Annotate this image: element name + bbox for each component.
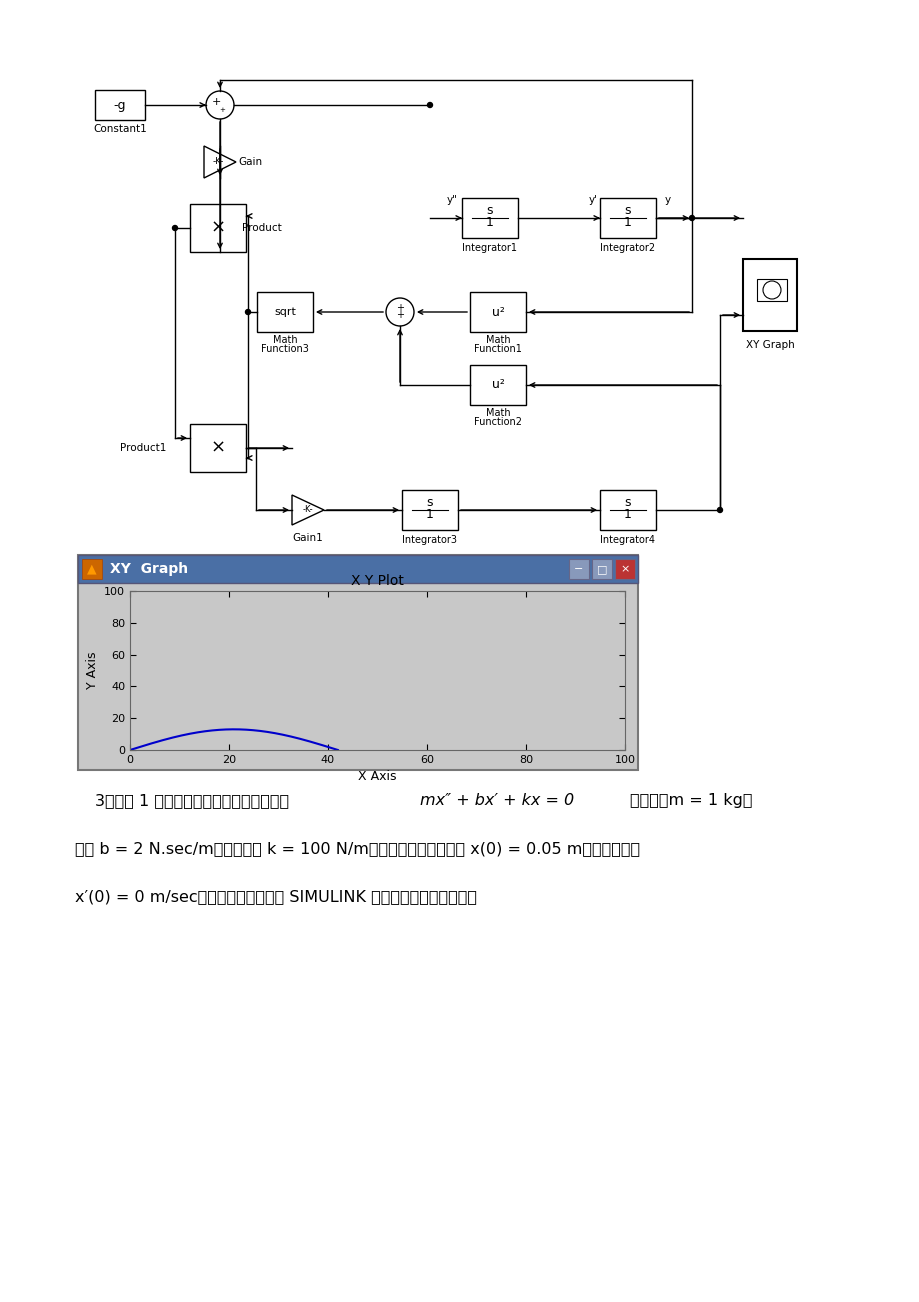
Text: y: y <box>664 195 670 204</box>
Text: Integrator1: Integrator1 <box>462 243 517 253</box>
Text: +: + <box>395 310 403 320</box>
Bar <box>743 259 796 331</box>
Text: XY  Graph: XY Graph <box>110 562 187 575</box>
Text: u²: u² <box>491 306 504 319</box>
Text: 阻尼 b = 2 N.sec/m，弹簧系数 k = 100 N/m，且质量块的初始位移 x(0) = 0.05 m，其初始速度: 阻尼 b = 2 N.sec/m，弹簧系数 k = 100 N/m，且质量块的初… <box>75 841 640 855</box>
Text: 已知质量m = 1 kg，: 已知质量m = 1 kg， <box>630 793 752 809</box>
Text: +: + <box>219 107 224 113</box>
Bar <box>95 90 145 120</box>
Circle shape <box>206 91 233 118</box>
Circle shape <box>173 225 177 230</box>
Text: 1: 1 <box>425 509 434 522</box>
Text: XY Graph: XY Graph <box>744 340 793 350</box>
Circle shape <box>717 508 721 513</box>
Circle shape <box>688 216 694 220</box>
Text: +: + <box>395 303 403 312</box>
Text: □: □ <box>596 564 607 574</box>
Text: Gain: Gain <box>238 158 262 167</box>
Bar <box>568 559 588 579</box>
Text: Function2: Function2 <box>473 417 521 427</box>
Bar <box>756 279 786 301</box>
Bar <box>190 204 245 253</box>
Text: 1: 1 <box>623 509 631 522</box>
Polygon shape <box>204 146 236 178</box>
Text: Function3: Function3 <box>261 344 309 354</box>
Text: Math: Math <box>485 408 510 418</box>
Text: Integrator4: Integrator4 <box>600 535 654 546</box>
Bar <box>256 292 312 332</box>
Text: 1: 1 <box>485 216 494 229</box>
Text: 1: 1 <box>623 216 631 229</box>
Bar <box>470 365 526 405</box>
Text: s: s <box>624 496 630 509</box>
Text: y': y' <box>588 195 596 204</box>
Bar <box>402 490 458 530</box>
Bar <box>78 555 637 583</box>
Text: −: − <box>573 564 583 574</box>
Text: Math: Math <box>485 335 510 345</box>
Bar <box>461 198 517 238</box>
Text: x′(0) = 0 m/sec，要求创建该系统的 SIMULINK 模型，并进行价真运行。: x′(0) = 0 m/sec，要求创建该系统的 SIMULINK 模型，并进行… <box>75 889 476 904</box>
Bar <box>591 559 611 579</box>
Text: ×: × <box>210 439 225 457</box>
Text: u²: u² <box>491 379 504 392</box>
Text: Product: Product <box>242 223 281 233</box>
Y-axis label: Y Axis: Y Axis <box>85 652 98 689</box>
Text: +: + <box>211 98 221 107</box>
Text: Gain1: Gain1 <box>292 533 323 543</box>
Text: -K-: -K- <box>212 158 223 167</box>
Polygon shape <box>291 495 323 525</box>
Text: y": y" <box>446 195 457 204</box>
Bar <box>78 555 637 769</box>
Text: Integrator3: Integrator3 <box>403 535 457 546</box>
Text: sqrt: sqrt <box>274 307 296 316</box>
Text: mx″ + bx′ + kx = 0: mx″ + bx′ + kx = 0 <box>420 793 573 809</box>
Text: s: s <box>624 204 630 217</box>
Bar <box>614 559 634 579</box>
Text: s: s <box>426 496 433 509</box>
Text: ×: × <box>619 564 629 574</box>
Circle shape <box>386 298 414 326</box>
Text: ▲: ▲ <box>87 562 96 575</box>
Text: -g: -g <box>114 99 126 112</box>
Text: Math: Math <box>272 335 297 345</box>
Text: Function1: Function1 <box>473 344 521 354</box>
Circle shape <box>762 281 780 299</box>
Text: -K-: -K- <box>302 505 313 514</box>
Text: s: s <box>486 204 493 217</box>
X-axis label: X Axis: X Axis <box>357 771 396 784</box>
Bar <box>190 424 245 473</box>
Text: Product1: Product1 <box>119 443 165 453</box>
Circle shape <box>427 103 432 108</box>
Text: Constant1: Constant1 <box>93 124 147 134</box>
Circle shape <box>245 310 250 315</box>
Bar <box>470 292 526 332</box>
Text: Integrator2: Integrator2 <box>600 243 655 253</box>
Bar <box>599 198 655 238</box>
Bar <box>82 559 102 579</box>
Text: ×: × <box>210 219 225 237</box>
Bar <box>599 490 655 530</box>
Title: X Y Plot: X Y Plot <box>351 574 403 589</box>
Text: 3、在图 1 所示的系统中，其数学模型为：: 3、在图 1 所示的系统中，其数学模型为： <box>95 793 289 809</box>
